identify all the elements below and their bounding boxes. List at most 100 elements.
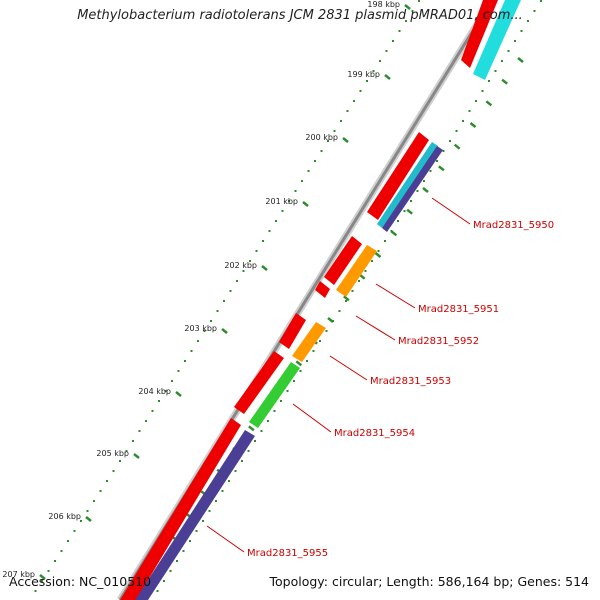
ring-dot — [229, 290, 232, 292]
ring-dot-inner — [540, 0, 542, 2]
minor-tick-mark — [390, 230, 398, 237]
ring-dot — [73, 530, 76, 532]
ring-dot-inner — [189, 540, 191, 542]
ring-dot — [405, 20, 407, 22]
ring-dot — [34, 590, 37, 592]
tick-mark — [261, 265, 268, 271]
forward-cds-track — [120, 0, 498, 600]
ring-dot-inner — [436, 160, 438, 162]
ring-dot — [398, 30, 401, 32]
ring-dot-inner — [338, 310, 341, 312]
ring-dot-inner — [228, 480, 230, 482]
ring-dot-inner — [449, 140, 451, 142]
tick-label: 207 kbp — [2, 570, 35, 579]
minor-tick-mark — [517, 57, 524, 63]
ring-dot-inner — [234, 470, 237, 472]
ring-dot-inner — [377, 250, 380, 252]
cds-forward-5953 — [279, 313, 306, 349]
ring-dot — [340, 120, 342, 122]
ring-dot — [80, 520, 82, 522]
ring-dot-inner — [215, 500, 217, 502]
ring-dot — [210, 320, 212, 322]
cds-forward-5954 — [234, 351, 284, 414]
ring-dot-inner — [319, 340, 321, 342]
ring-dot-inner — [501, 60, 503, 62]
ring-dot — [411, 10, 414, 12]
minor-tick-mark — [469, 122, 477, 128]
ring-dot — [197, 340, 199, 342]
reverse-cds-track — [135, 0, 521, 600]
ring-dot-inner — [527, 20, 529, 22]
ring-dot — [385, 50, 388, 52]
ring-dot-inner — [293, 380, 295, 382]
tick-label: 198 kbp — [367, 0, 400, 9]
ring-dot-inner — [364, 270, 367, 272]
ring-dot — [158, 400, 160, 402]
minor-tick-mark — [485, 100, 493, 107]
minor-tick-mark — [248, 425, 255, 432]
ring-dot-inner — [520, 30, 523, 32]
ring-dot-inner — [371, 260, 373, 262]
ring-dot — [190, 350, 193, 352]
ring-dot — [301, 180, 303, 182]
minor-tick-mark — [501, 78, 508, 85]
ring-dot — [307, 170, 310, 172]
cds-blue-5955 — [135, 430, 255, 600]
accession-text: Accession: NC_010510 — [9, 574, 152, 589]
tick-labels: 198 kbp 199 kbp 200 kbp 201 kbp 202 kbp 203 k… — [2, 0, 400, 579]
ring-dot-inner — [514, 40, 516, 42]
cds-forward-5951b — [315, 281, 330, 298]
tick-mark — [384, 74, 391, 80]
ring-dot — [106, 480, 108, 482]
ring-dot — [132, 440, 134, 442]
ring-dot-inner — [267, 420, 269, 422]
ring-dot-inner — [423, 180, 425, 182]
ring-dot — [379, 60, 381, 62]
ring-dot-inner — [410, 200, 412, 202]
label-leaders — [206, 197, 471, 553]
ring-dot — [366, 80, 368, 82]
ring-dot — [359, 90, 362, 92]
minor-tick-mark — [295, 360, 303, 367]
ring-dot-inner — [182, 550, 185, 552]
ring-dot-inner — [351, 290, 354, 292]
ring-dot — [60, 550, 63, 552]
ring-dot-inner — [312, 350, 315, 352]
gene-label-5952: Mrad2831_5952 — [398, 336, 479, 347]
minor-tick-mark — [422, 187, 429, 193]
gene-label-5955: Mrad2831_5955 — [247, 548, 328, 559]
cds-forward-5955 — [120, 418, 241, 600]
ring-dot-inner — [306, 360, 308, 362]
ring-dot-inner — [488, 80, 490, 82]
minor-tick-mark — [453, 143, 461, 150]
ring-dot-inner — [462, 120, 464, 122]
cds-forward-0 — [461, 0, 498, 68]
ring-dot-inner — [429, 170, 432, 172]
cds-cyan-top — [473, 0, 521, 80]
leader-5952 — [355, 315, 396, 341]
tick-label: 202 kbp — [224, 261, 257, 270]
tick-label: 199 kbp — [347, 70, 380, 79]
minor-tick-mark — [343, 295, 350, 302]
leader-5951 — [375, 283, 416, 309]
gene-label-5954: Mrad2831_5954 — [334, 428, 415, 439]
ring-dot — [327, 140, 329, 142]
ring-dot-inner — [345, 300, 347, 302]
ring-dot-inner — [397, 220, 399, 222]
minor-tick-mark — [327, 317, 334, 323]
minor-tick-mark — [406, 208, 413, 215]
ring-dot — [236, 280, 238, 282]
ring-dot — [47, 570, 50, 572]
ring-dot — [262, 240, 264, 242]
minor-tick-mark — [438, 165, 445, 172]
ring-dot — [99, 490, 102, 492]
ring-dot-inner — [280, 400, 282, 402]
ring-dot-inner — [176, 560, 178, 562]
cds-cyan-5950 — [377, 142, 438, 228]
tick-marks — [39, 4, 524, 583]
ring-dot-inner — [299, 370, 302, 372]
leader-5953 — [329, 355, 368, 381]
map-title: Methylobacterium radiotolerans JCM 2831 … — [77, 8, 523, 23]
tick-mark — [221, 328, 228, 334]
ring-dot-inner — [273, 410, 276, 412]
